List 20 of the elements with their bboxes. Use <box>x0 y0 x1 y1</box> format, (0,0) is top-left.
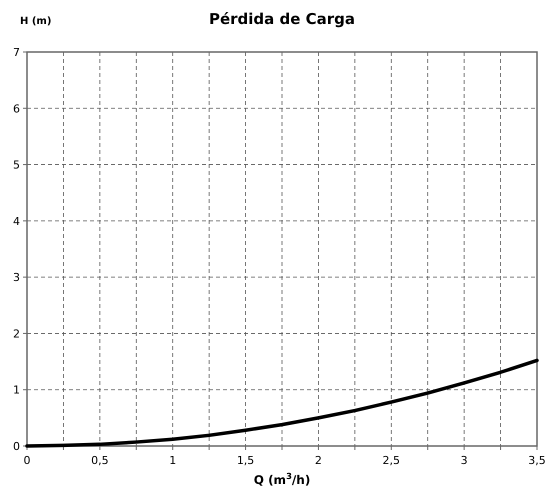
x-tick-label: 2 <box>314 454 322 467</box>
line-series <box>25 358 539 448</box>
y-tick-label: 0 <box>13 440 20 453</box>
x-axis-title: Q (m$^{3}$/h) <box>254 471 310 487</box>
chart-title: Pérdida de Carga <box>208 10 356 28</box>
y-axis-title: H (m) <box>20 16 52 27</box>
x-tick-label: 3,5 <box>528 454 546 467</box>
x-tick-label: 0,5 <box>91 454 109 467</box>
x-tick-label: 3 <box>460 454 468 467</box>
y-tick-label: 2 <box>13 327 20 340</box>
x-tick-label: 1,5 <box>236 454 254 467</box>
y-tick-label: 3 <box>13 271 20 284</box>
y-tick-label: 7 <box>13 46 20 59</box>
x-tick-label: 0 <box>24 454 30 467</box>
x-tick-label: 1 <box>169 454 176 467</box>
y-tick-label: 1 <box>13 384 20 397</box>
x-tick-label: 2,5 <box>382 454 400 467</box>
y-tick-label: 6 <box>13 102 20 116</box>
y-tick-label: 4 <box>13 214 20 228</box>
y-tick-label: 5 <box>13 158 20 172</box>
